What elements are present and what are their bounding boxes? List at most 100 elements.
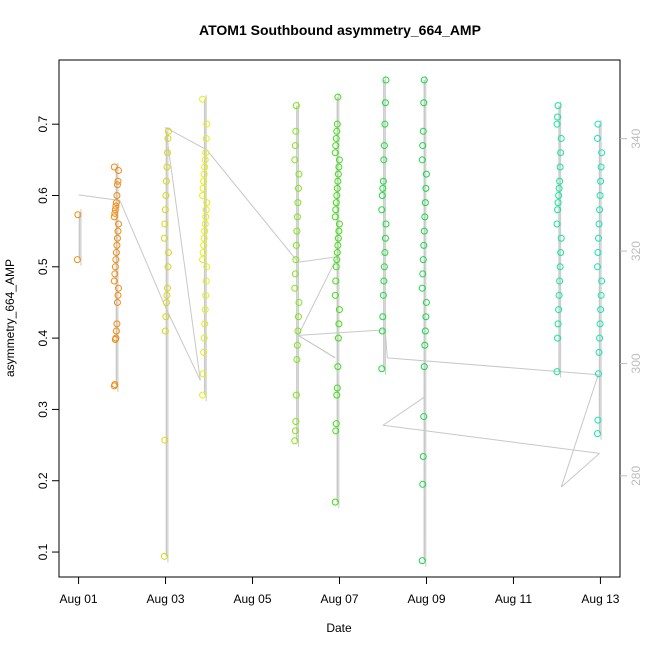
data-point [113,181,121,189]
data-point [422,170,430,178]
data-point [422,184,430,192]
data-point [333,384,341,392]
data-point [200,348,208,356]
data-point [114,220,122,228]
data-point [378,191,386,199]
y-axis-label: asymmetry_664_AMP [3,259,17,377]
data-point [163,291,171,299]
data-point [111,263,119,271]
data-point [111,380,119,388]
temperature-segment [165,126,208,151]
data-point [596,206,604,214]
data-point [291,270,299,278]
data-point [555,306,563,314]
temperature-segment [206,149,299,263]
temperature-segment [119,200,167,308]
data-points [73,76,606,565]
data-point [335,320,343,328]
y-tick-label: 0.6 [36,187,50,204]
y-tick-label: 0.2 [36,472,50,489]
data-point [378,365,386,373]
data-point [200,170,208,178]
data-point [379,291,387,299]
data-point [163,284,171,292]
data-point [419,142,427,150]
data-point [420,99,428,107]
data-point [292,418,300,426]
data-point [556,177,564,185]
data-point [598,149,606,157]
data-point [331,213,339,221]
data-point [593,430,601,438]
temperature-segment [165,127,201,381]
data-point [165,249,173,257]
data-point [555,184,563,192]
data-point [419,480,427,488]
data-point [160,552,168,560]
data-point [419,452,427,460]
data-point [418,284,426,292]
data-point [113,241,121,249]
data-point [594,120,602,128]
data-point [110,277,118,285]
data-point [162,177,170,185]
data-point [422,313,430,321]
data-point [202,134,210,142]
x-tick-label: Aug 05 [233,592,271,606]
data-point [597,163,605,171]
data-point [379,184,387,192]
data-point [333,249,341,257]
data-point [111,209,119,217]
data-point [199,184,207,192]
data-point [596,320,604,328]
x-tick-label: Aug 13 [581,592,619,606]
data-point [74,211,82,219]
data-point [112,199,120,207]
data-point [112,249,120,257]
data-point [162,191,170,199]
data-point [594,416,602,424]
data-point [557,149,565,157]
data-point [554,199,562,207]
data-point [331,498,339,506]
data-point [555,191,563,199]
data-point [593,263,601,271]
data-point [595,234,603,242]
data-point [292,241,300,249]
data-point [596,334,604,342]
right-tick-label: 340 [629,128,643,148]
x-axis-label: Date [326,621,352,635]
data-point [553,220,561,228]
data-point [203,263,211,271]
data-point [202,213,210,221]
data-point [294,327,302,335]
data-point [379,177,387,185]
data-point [113,298,121,306]
data-point [598,277,606,285]
data-point [334,234,342,242]
data-point [164,134,172,142]
data-point [420,363,428,371]
data-point [334,93,342,101]
data-point [200,241,208,249]
data-point [595,348,603,356]
data-point [554,334,562,342]
data-point [292,127,300,135]
data-point [291,142,299,150]
y-tick-label: 0.4 [36,329,50,346]
data-point [203,120,211,128]
data-point [201,163,209,171]
data-point [420,76,428,84]
temperature-segment [298,329,386,336]
data-point [420,227,428,235]
data-point [335,227,343,235]
data-point [380,156,388,164]
data-point [331,291,339,299]
right-tick-label: 320 [629,241,643,261]
data-point [161,220,169,228]
data-point [420,413,428,421]
data-point [201,156,209,164]
data-point [381,249,389,257]
data-point [595,370,603,378]
data-point [381,99,389,107]
